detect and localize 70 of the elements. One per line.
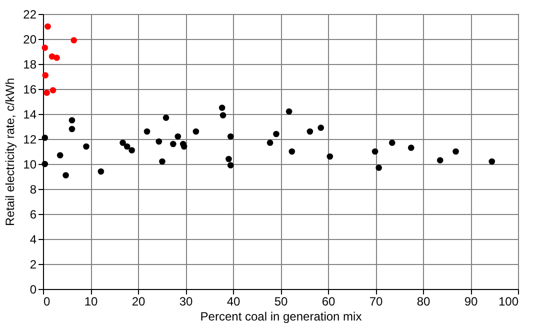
point: [170, 140, 176, 148]
x-tick-label: 30: [179, 294, 193, 308]
point: [286, 108, 292, 115]
point: [42, 160, 48, 168]
x-tick-label: 70: [369, 294, 383, 308]
point: [192, 128, 200, 135]
point: [318, 124, 324, 131]
point: [226, 156, 232, 162]
point: [50, 87, 56, 94]
point: [227, 162, 234, 168]
x-tick-label: 80: [416, 294, 430, 308]
y-tick-label: 4: [30, 232, 37, 246]
point: [372, 148, 378, 155]
point: [68, 117, 76, 124]
point: [56, 152, 64, 158]
point: [156, 138, 162, 145]
point: [68, 126, 76, 132]
x-tick-label: 50: [274, 294, 288, 308]
point: [452, 148, 459, 155]
point: [227, 133, 234, 140]
point: [144, 128, 150, 135]
y-tick-label: 18: [23, 58, 37, 72]
point: [408, 144, 414, 151]
x-tick-label: 100: [498, 294, 519, 308]
x-axis-title: Percent coal in generation mix: [200, 310, 362, 324]
point: [273, 130, 280, 138]
x-tick-label: 60: [322, 294, 336, 308]
point: [180, 143, 188, 150]
point: [174, 133, 182, 140]
point: [159, 158, 166, 165]
point: [42, 72, 49, 78]
point: [376, 164, 382, 171]
x-tick-label: 90: [464, 294, 478, 308]
point: [98, 168, 104, 175]
point: [326, 153, 334, 160]
point: [388, 140, 396, 146]
point: [44, 23, 51, 30]
y-tick-label: 2: [30, 258, 37, 272]
y-tick-label: 20: [23, 32, 37, 46]
point: [124, 143, 130, 150]
y-tick-label: 0: [30, 282, 37, 296]
point: [83, 143, 90, 150]
y-tick-label: 6: [30, 208, 37, 222]
point: [128, 147, 135, 154]
point: [54, 54, 60, 61]
point: [436, 157, 444, 164]
y-tick-label: 22: [23, 8, 37, 22]
point: [266, 140, 274, 146]
point: [42, 44, 48, 51]
y-tick-label: 12: [23, 132, 37, 146]
y-axis-title: Retail electricity rate, c/kWh: [3, 78, 18, 226]
point: [120, 140, 126, 146]
y-tick-label: 14: [23, 108, 37, 122]
point: [42, 134, 48, 141]
point: [218, 104, 226, 111]
x-tick-label: 20: [132, 294, 146, 308]
point: [70, 37, 78, 44]
point: [44, 90, 50, 96]
point: [488, 158, 496, 165]
x-tick-label: 40: [226, 294, 240, 308]
point: [162, 114, 170, 121]
point: [220, 112, 226, 118]
x-tick-label: 10: [84, 294, 98, 308]
y-tick-label: 10: [23, 158, 37, 172]
point: [62, 172, 69, 178]
x-tick-label: 0: [44, 294, 50, 308]
y-tick-label: 16: [23, 82, 37, 96]
y-tick-label: 8: [30, 182, 37, 196]
point: [288, 148, 296, 155]
point: [306, 128, 314, 135]
